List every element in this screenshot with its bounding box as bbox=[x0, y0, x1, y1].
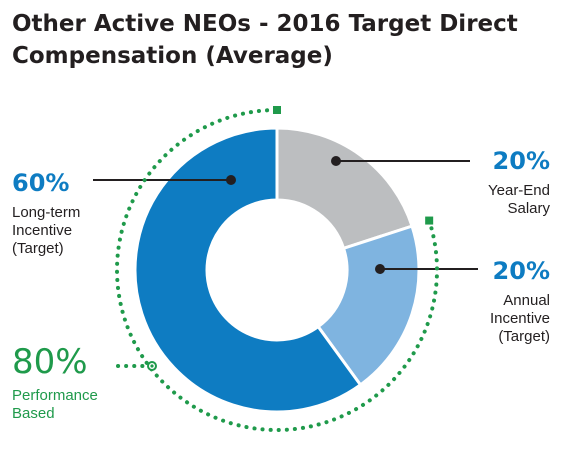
chart-title: Other Active NEOs - 2016 Target Direct C… bbox=[12, 11, 518, 69]
slice-label-long-term-text: Long-term Incentive (Target) bbox=[12, 204, 80, 258]
slice-label-salary-pct: 20% bbox=[492, 147, 550, 175]
leader-dot-0 bbox=[331, 156, 341, 166]
leader-dot-1 bbox=[375, 264, 385, 274]
slice-label-long-term-pct: 60% bbox=[12, 169, 70, 197]
slice-label-salary-text: Year-End Salary bbox=[488, 182, 550, 218]
slice-label-annual-pct: 20% bbox=[492, 257, 550, 285]
annual-line-2: Incentive bbox=[489, 310, 550, 327]
long-term-line-2: Incentive bbox=[12, 222, 73, 239]
salary-line-2: Salary bbox=[507, 200, 550, 217]
long-term-line-3: (Target) bbox=[12, 240, 64, 257]
annual-line-1: Annual bbox=[503, 292, 550, 309]
pie-slice-1 bbox=[316, 224, 421, 387]
performance-connector-dot bbox=[150, 364, 154, 368]
salary-line-1: Year-End bbox=[488, 182, 550, 199]
pie-slice-2 bbox=[133, 126, 363, 414]
pie-slice-0 bbox=[275, 126, 414, 251]
performance-arc-start-marker bbox=[425, 216, 434, 225]
performance-line-2: Based bbox=[12, 405, 55, 422]
leader-dot-2 bbox=[226, 175, 236, 185]
long-term-line-1: Long-term bbox=[12, 204, 81, 221]
performance-text: Performance Based bbox=[12, 387, 98, 423]
performance-line-1: Performance bbox=[12, 387, 98, 404]
annual-line-3: (Target) bbox=[498, 328, 550, 345]
performance-arc-end-marker bbox=[273, 106, 281, 114]
performance-pct: 80% bbox=[12, 342, 88, 382]
slice-label-annual-text: Annual Incentive (Target) bbox=[490, 292, 550, 346]
